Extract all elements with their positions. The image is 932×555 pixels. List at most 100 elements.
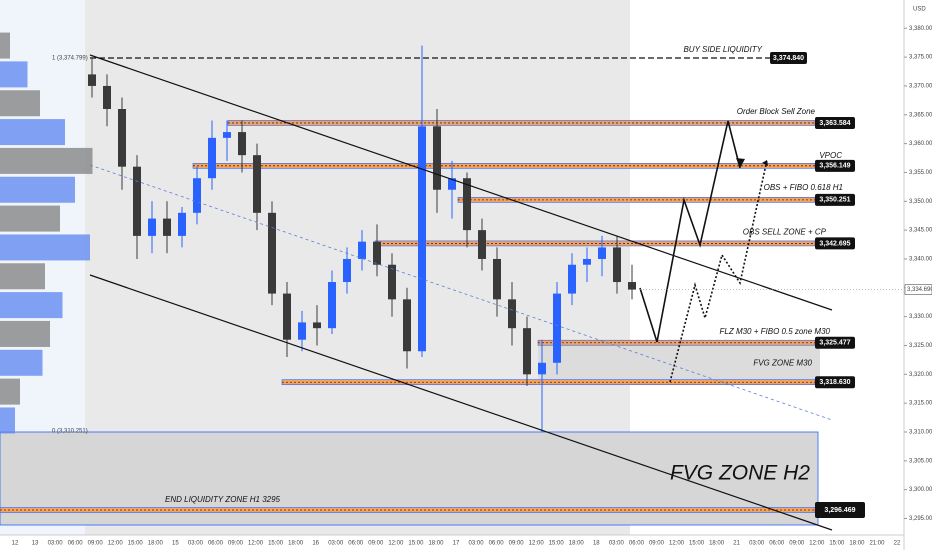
volume-bar — [0, 32, 10, 59]
candle-body — [118, 109, 126, 167]
price-tag-bg — [815, 116, 855, 129]
volume-bar — [0, 119, 65, 146]
fvg-zone-m30 — [538, 342, 820, 382]
candle-body — [613, 247, 621, 283]
channel-lower — [89, 274, 833, 531]
x-tick-label: 03:00 — [188, 541, 204, 547]
candle-body — [178, 212, 186, 236]
x-tick-label: 15:00 — [128, 541, 144, 547]
volume-bar — [0, 90, 40, 117]
level-name: BUY SIDE LIQUIDITY — [683, 45, 762, 54]
x-tick-label: 06:00 — [629, 541, 645, 547]
volume-bar — [0, 234, 90, 261]
x-tick-label: 18:00 — [709, 541, 725, 547]
level-name: OBS + FIBO 0.618 H1 — [764, 183, 843, 192]
candle-body — [238, 132, 246, 156]
volume-bar — [0, 320, 50, 347]
y-tick-label: 3,370.000 — [909, 84, 932, 90]
price-tag: 3,318.630 — [819, 379, 850, 386]
candle-body — [313, 322, 321, 329]
current-price-label: 3,334.690 — [907, 287, 932, 293]
candle-body — [553, 293, 561, 363]
x-tick-label: 09:00 — [649, 541, 665, 547]
candle-body — [403, 299, 411, 352]
x-tick-label: 21 — [733, 541, 740, 547]
candle-body — [523, 328, 531, 375]
volume-bar — [0, 349, 43, 376]
x-tick-label: 06:00 — [68, 541, 84, 547]
volume-bar — [0, 61, 28, 88]
price-tag-bg — [815, 193, 855, 206]
current-price-bg — [904, 284, 932, 295]
candle-body — [298, 322, 306, 340]
fib-label: 0 (3,310.251) — [52, 429, 88, 435]
x-tick-label: 17 — [453, 541, 460, 547]
x-tick-label: 09:00 — [509, 541, 525, 547]
volume-bar — [0, 263, 45, 290]
y-tick-label: 3,380.000 — [909, 26, 932, 32]
y-tick-label: 3,375.000 — [909, 55, 932, 61]
x-tick-label: 09:00 — [88, 541, 104, 547]
y-tick-label: 3,315.000 — [909, 401, 932, 407]
zone-title: FVG ZONE H2 — [670, 462, 810, 485]
price-tag-bg — [815, 336, 855, 349]
candle-body — [493, 258, 501, 300]
x-tick-label: 13 — [32, 541, 39, 547]
x-tick-label: 18 — [593, 541, 600, 547]
candle-body — [223, 132, 231, 138]
price-tag: 3,296.469 — [824, 507, 855, 514]
level-name: END LIQUIDITY ZONE H1 3295 — [165, 495, 281, 504]
x-tick-label: 15 — [172, 541, 179, 547]
price-tag-bg — [815, 237, 855, 250]
x-tick-label: 03:00 — [48, 541, 64, 547]
y-tick-label: 3,345.000 — [909, 228, 932, 234]
price-tag-bg — [815, 376, 855, 389]
channel-upper — [89, 54, 833, 311]
price-tag: 3,363.584 — [819, 120, 850, 127]
price-tag: 3,325.477 — [819, 340, 850, 347]
y-tick-label: 3,365.000 — [909, 112, 932, 118]
x-tick-label: 03:00 — [749, 541, 765, 547]
x-tick-label: 18:00 — [288, 541, 304, 547]
y-tick-label: 3,325.000 — [909, 343, 932, 349]
x-tick-label: 03:00 — [328, 541, 344, 547]
x-tick-label: 06:00 — [769, 541, 785, 547]
y-tick-label: 3,320.000 — [909, 372, 932, 378]
x-tick-label: 15:00 — [829, 541, 845, 547]
candle-body — [628, 282, 636, 290]
level-name: FLZ M30 + FIBO 0.5 zone M30 — [720, 327, 831, 336]
candle-body — [253, 155, 261, 213]
x-tick-label: 06:00 — [208, 541, 224, 547]
candle-body — [568, 264, 576, 294]
candle-body — [103, 85, 111, 110]
candle-body — [133, 166, 141, 236]
x-tick-label: 12:00 — [108, 541, 124, 547]
channel-mid — [89, 164, 833, 421]
y-tick-label: 3,360.000 — [909, 141, 932, 147]
x-tick-label: 09:00 — [789, 541, 805, 547]
candle-body — [388, 264, 396, 300]
x-tick-label: 18:00 — [148, 541, 164, 547]
x-tick-label: 15:00 — [549, 541, 565, 547]
level-name: FVG ZONE M30 — [753, 358, 812, 367]
projection-path — [639, 120, 741, 343]
candle-body — [463, 178, 471, 231]
y-tick-label: 3,350.000 — [909, 199, 932, 205]
level-name: VPOC — [819, 151, 842, 160]
candle-body — [418, 126, 426, 352]
currency-label: USD — [913, 7, 926, 13]
level-name: Order Block Sell Zone — [737, 107, 816, 116]
price-tag-bg — [815, 502, 865, 519]
level-name: OBS SELL ZONE + CP — [743, 228, 827, 237]
x-tick-label: 18:00 — [569, 541, 585, 547]
candle-body — [268, 212, 276, 294]
x-tick-label: 03:00 — [469, 541, 485, 547]
price-tag: 3,356.149 — [819, 163, 850, 170]
y-tick-label: 3,300.000 — [909, 487, 932, 493]
volume-bar — [0, 176, 75, 203]
candle-body — [508, 299, 516, 329]
x-tick-label: 21:00 — [869, 541, 885, 547]
x-tick-label: 09:00 — [368, 541, 384, 547]
candle-body — [358, 241, 366, 259]
price-tag: 3,374.840 — [773, 55, 804, 62]
